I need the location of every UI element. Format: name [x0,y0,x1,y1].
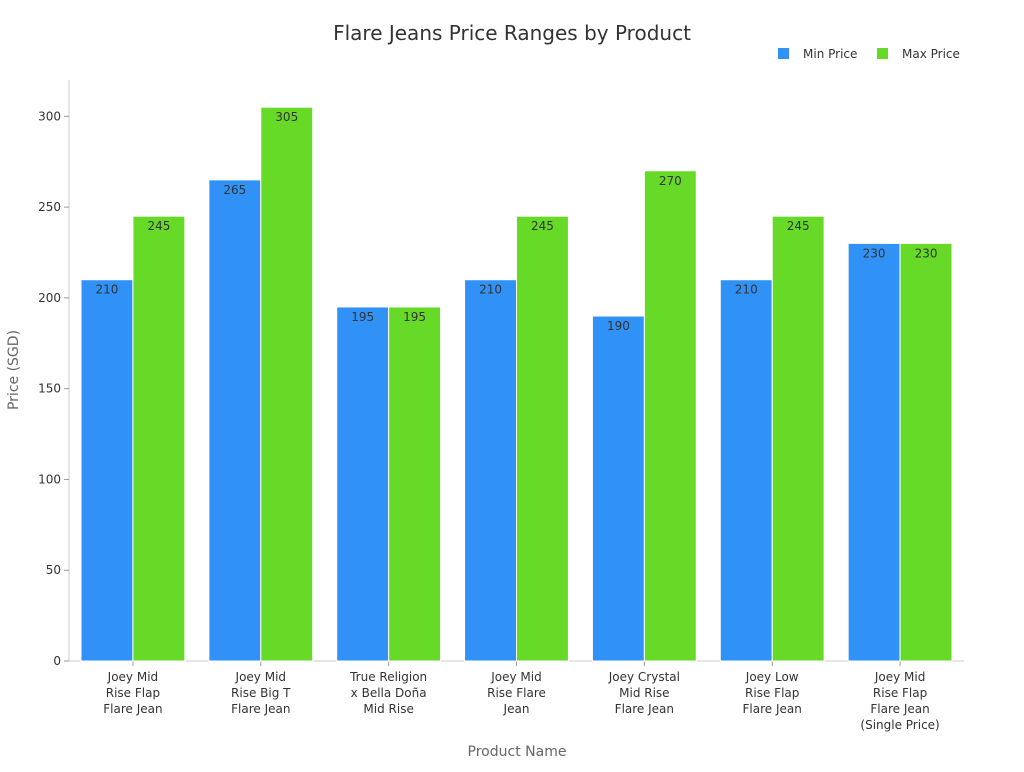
bar-max-price [771,215,825,662]
bar-value-label: 230 [915,246,938,260]
bar-value-label: 190 [607,319,630,333]
bar-value-label: 245 [147,219,170,233]
bar-value-label: 245 [787,219,810,233]
bar-min-price [464,279,518,662]
x-axis-label: Product Name [468,744,567,760]
category-labels: Joey Mid Rise Flap Flare Jean Joey Mid Rise … [103,670,939,732]
bar-value-label: 230 [863,246,886,260]
bar-min-price [336,306,390,662]
y-tick-label: 150 [38,382,61,396]
legend-swatch [778,48,789,59]
y-axis-label: Price (SGD) [6,330,22,410]
bar-value-label: 210 [735,283,758,297]
legend-label: Min Price [803,47,857,61]
bar-max-price [899,242,953,662]
bar-value-label: 195 [403,310,426,324]
y-tick-label: 300 [38,109,61,123]
bar-max-price [260,106,314,662]
y-tick-label: 200 [38,291,61,305]
chart-title: Flare Jeans Price Ranges by Product [333,21,691,45]
bar-max-price [516,215,569,662]
bar-value-label: 265 [223,183,246,197]
x-tick-label: Joey Crystal Mid Rise Flare Jean [608,670,680,716]
bar-min-price [719,279,773,662]
bar-labels: 210 245 265 305 195 195 210 245 190 270 210 245 230 2… [96,110,938,333]
x-tick-label: Joey Low Rise Flap Flare Jean [743,670,802,716]
bars [80,106,953,662]
bar-min-price [80,279,134,662]
bar-value-label: 305 [275,110,298,124]
legend-swatch [877,48,888,59]
bar-value-label: 195 [351,310,374,324]
legend: Min Price Max Price [778,47,960,61]
bar-min-price [591,315,645,662]
x-tick-label: Joey Mid Rise Flap Flare Jean [103,670,162,716]
y-tick-label: 250 [38,200,61,214]
bar-min-price [847,242,901,662]
x-tick-label: Joey Mid Rise Big T Flare Jean [231,670,291,716]
bar-max-price [132,215,186,662]
x-tick-label: True Religion x Bella Doña Mid Rise [349,670,427,716]
y-tick-label: 100 [38,472,61,486]
bar-value-label: 210 [96,283,119,297]
legend-label: Max Price [902,47,960,61]
x-tick-label: Joey Mid Rise Flare Jean [487,670,546,716]
bar-min-price [208,179,262,662]
y-tick-label: 50 [46,563,61,577]
bar-value-label: 210 [479,283,502,297]
bar-max-price [643,170,697,662]
bar-value-label: 245 [531,219,554,233]
bar-value-label: 270 [659,174,682,188]
x-tick-label: Joey Mid Rise Flap Flare Jean (Single Price… [860,670,939,732]
y-tick-label: 0 [53,654,61,668]
bar-max-price [388,306,442,662]
